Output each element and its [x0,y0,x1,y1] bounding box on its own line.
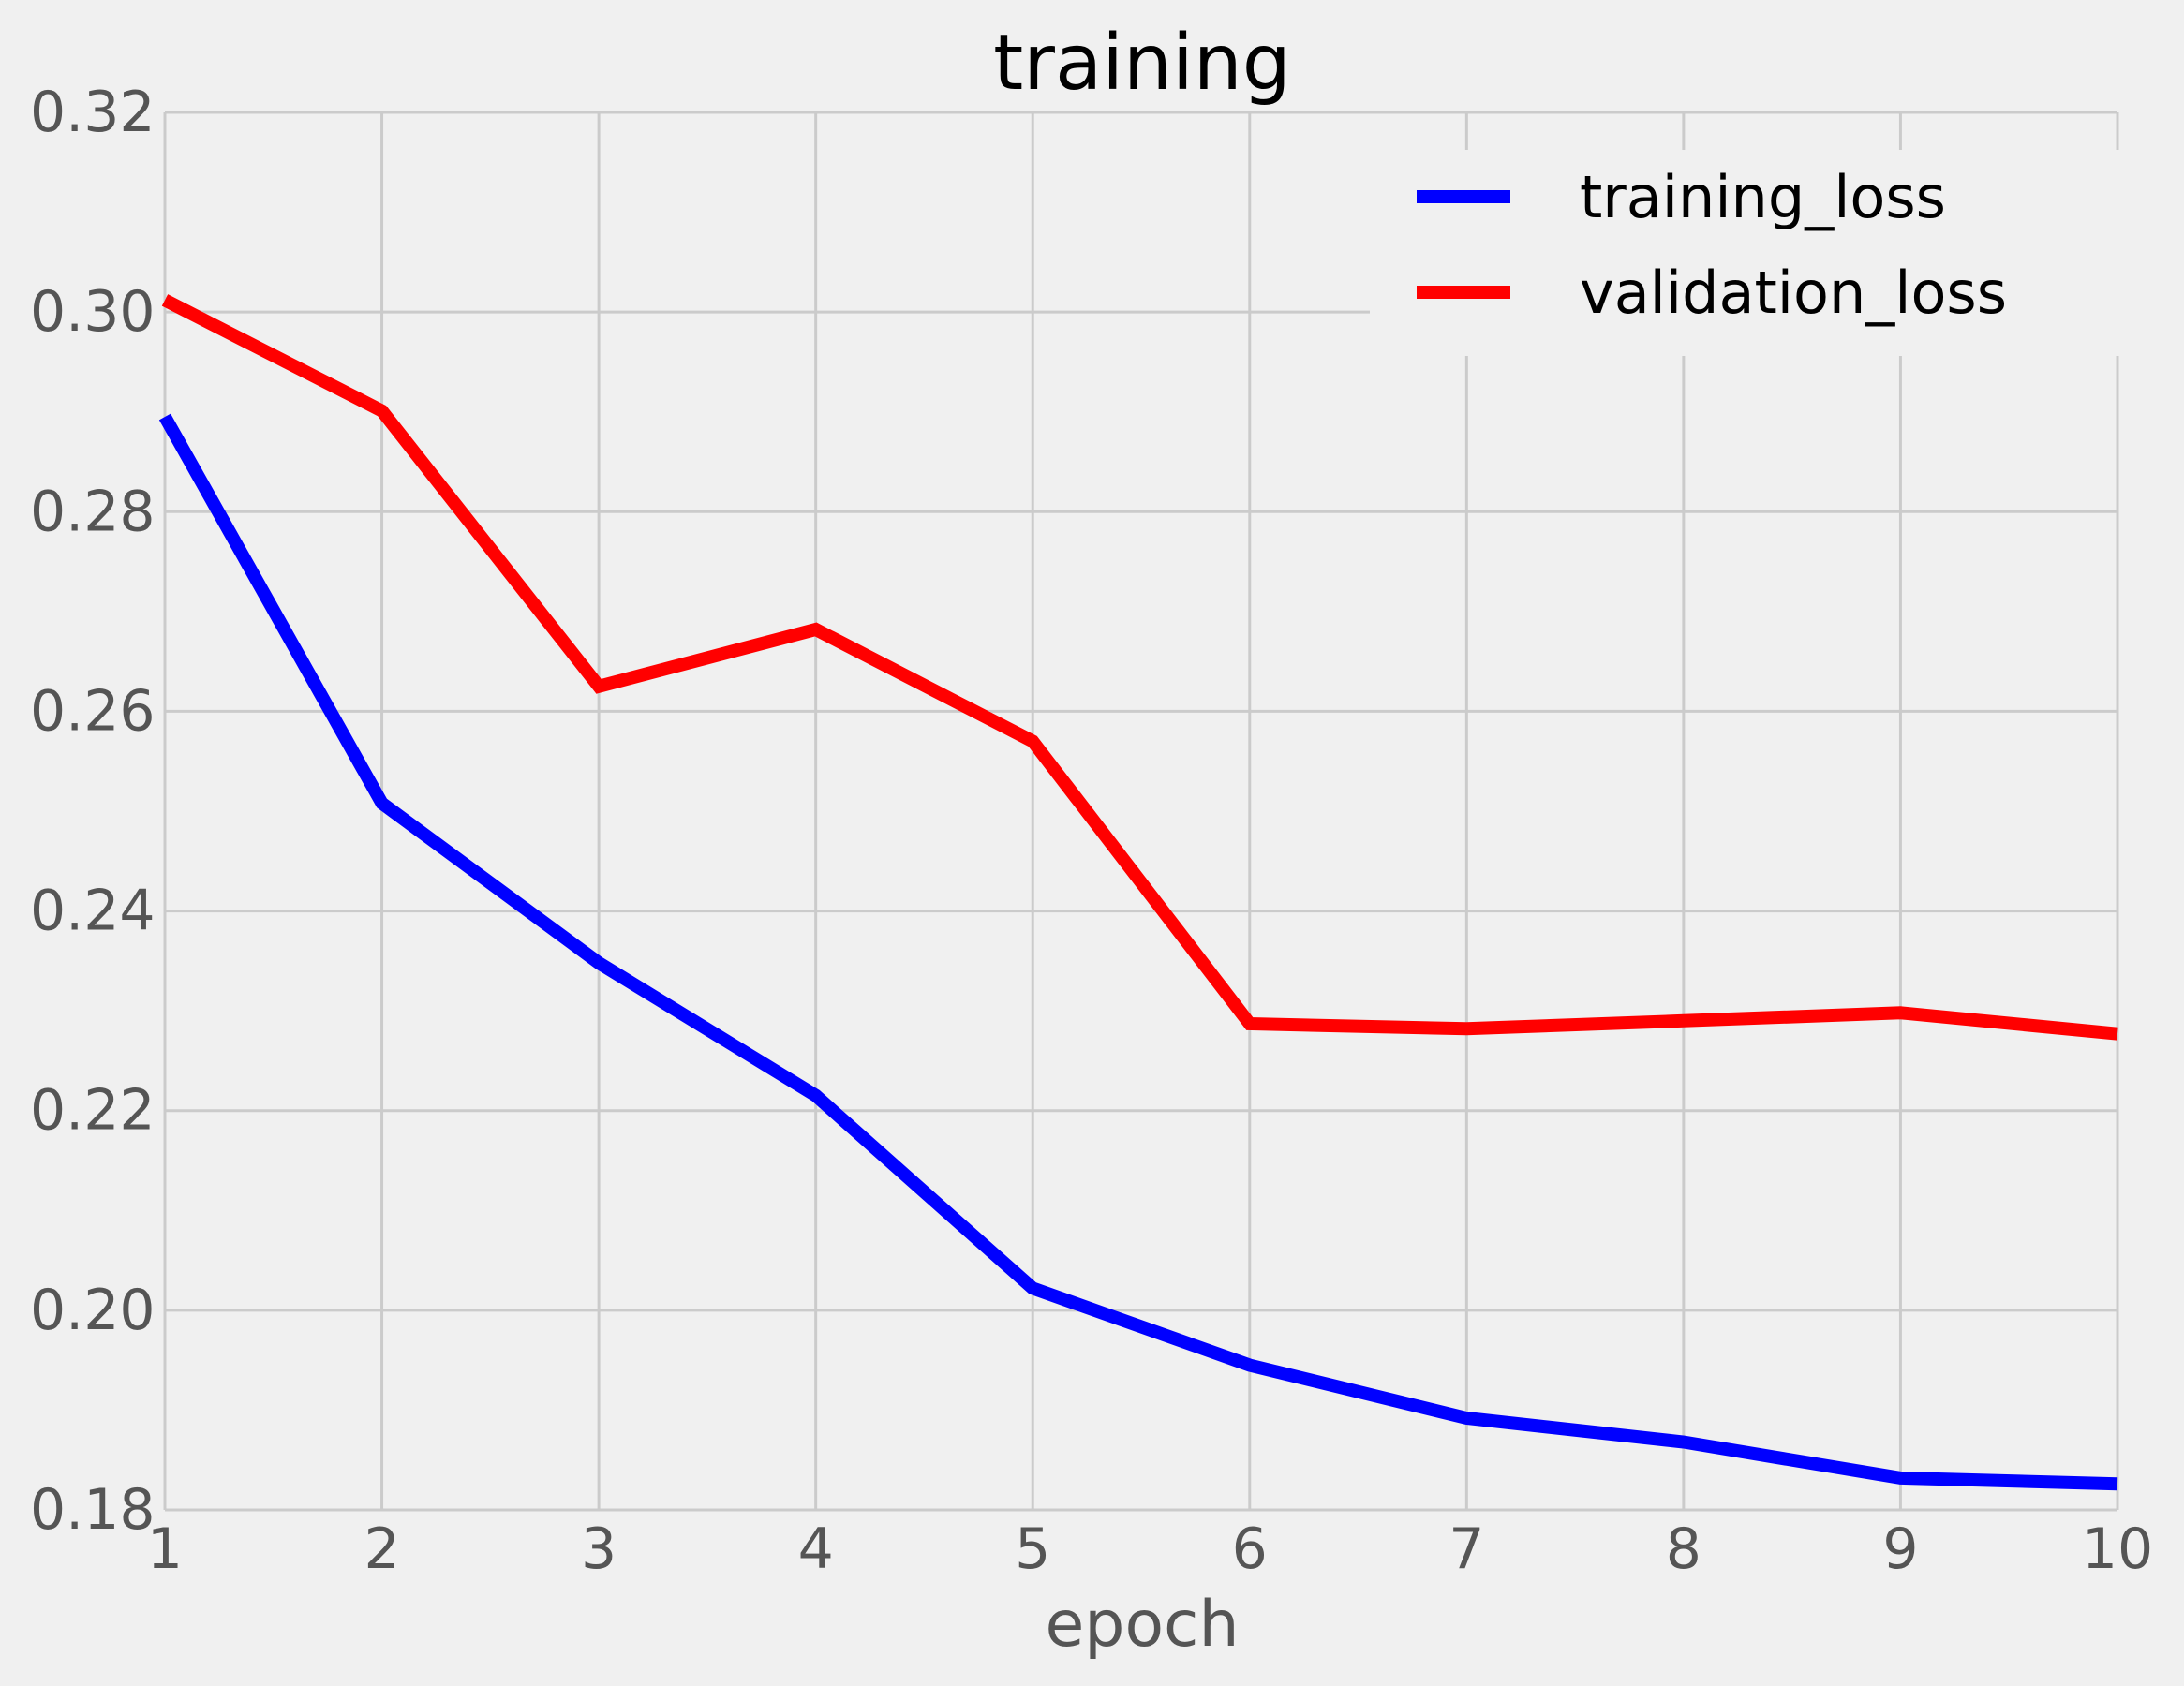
y-tick-label: 0.32 [30,80,156,145]
series-line-training_loss [158,413,2118,1491]
y-tick-label: 0.28 [30,479,156,544]
legend-label: training_loss [1580,163,1946,231]
x-tick-label: 6 [1232,1516,1268,1582]
x-tick-label: 4 [798,1516,834,1582]
series-lines [158,294,2118,1491]
legend-label: validation_loss [1580,259,2007,327]
x-tick-label: 8 [1666,1516,1701,1582]
x-tick-label: 10 [2082,1516,2153,1582]
y-tick-label: 0.20 [30,1278,156,1343]
x-tick-label: 1 [147,1516,183,1582]
y-tick-label: 0.30 [30,279,156,345]
x-tick-label: 7 [1449,1516,1484,1582]
y-tick-label: 0.18 [30,1477,156,1543]
y-tick-label: 0.24 [30,879,156,944]
x-tick-label: 5 [1015,1516,1050,1582]
x-tick-label: 3 [581,1516,617,1582]
legend-box [1370,150,2119,356]
x-axis-label: epoch [1045,1588,1239,1662]
y-tick-label: 0.26 [30,678,156,744]
x-tick-label: 9 [1882,1516,1918,1582]
y-tick-label: 0.22 [30,1078,156,1144]
series-line-validation_loss [161,294,2118,1041]
x-tick-label: 2 [364,1516,399,1582]
chart-title: training [993,19,1291,108]
tick-labels: 1 2 3 4 5 6 7 8 9 10 0.18 0.20 0.22 0.24 0.26 0.28 0.30 0… [30,80,2153,1582]
legend: training_loss validation_loss [1370,150,2119,356]
